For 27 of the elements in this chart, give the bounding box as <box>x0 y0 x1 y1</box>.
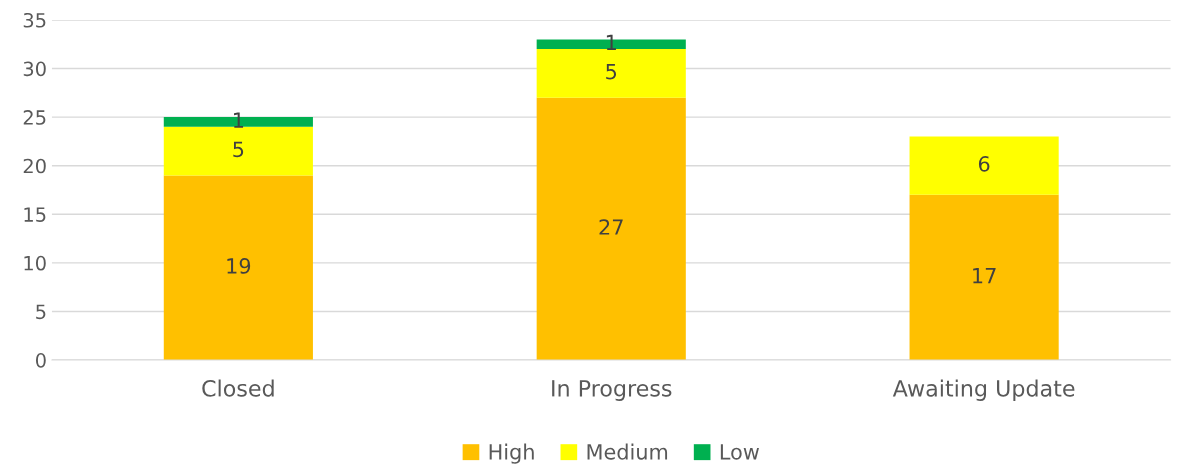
x-tick-label: Awaiting Update <box>892 379 1075 401</box>
bar <box>163 175 313 361</box>
x-tick-label: Closed <box>202 379 274 397</box>
x-tick-label: In Progress <box>552 380 672 401</box>
y-tick-label: 10 <box>24 255 46 271</box>
legend-label: High <box>489 443 534 464</box>
bar <box>536 49 686 98</box>
data-label: 19 <box>227 258 251 274</box>
bar <box>163 126 313 176</box>
data-label: 5 <box>233 141 244 158</box>
data-label: 6 <box>978 155 990 172</box>
y-tick-label: 5 <box>36 304 46 320</box>
bar <box>536 97 686 361</box>
y-tick-label: 30 <box>23 61 46 77</box>
y-tick-label: 35 <box>23 12 46 28</box>
legend-label: Low <box>720 444 759 460</box>
data-label: 1 <box>234 112 244 128</box>
bar <box>909 136 1059 195</box>
y-tick-label: 15 <box>24 207 46 222</box>
y-tick-label: 20 <box>23 158 46 174</box>
legend-label: Medium <box>587 443 668 460</box>
data-label: 17 <box>973 268 996 284</box>
data-label: 5 <box>606 63 617 80</box>
y-tick-label: 0 <box>35 353 46 368</box>
y-tick-label: 25 <box>23 110 46 125</box>
bar <box>909 194 1059 361</box>
data-label: 27 <box>599 219 623 235</box>
